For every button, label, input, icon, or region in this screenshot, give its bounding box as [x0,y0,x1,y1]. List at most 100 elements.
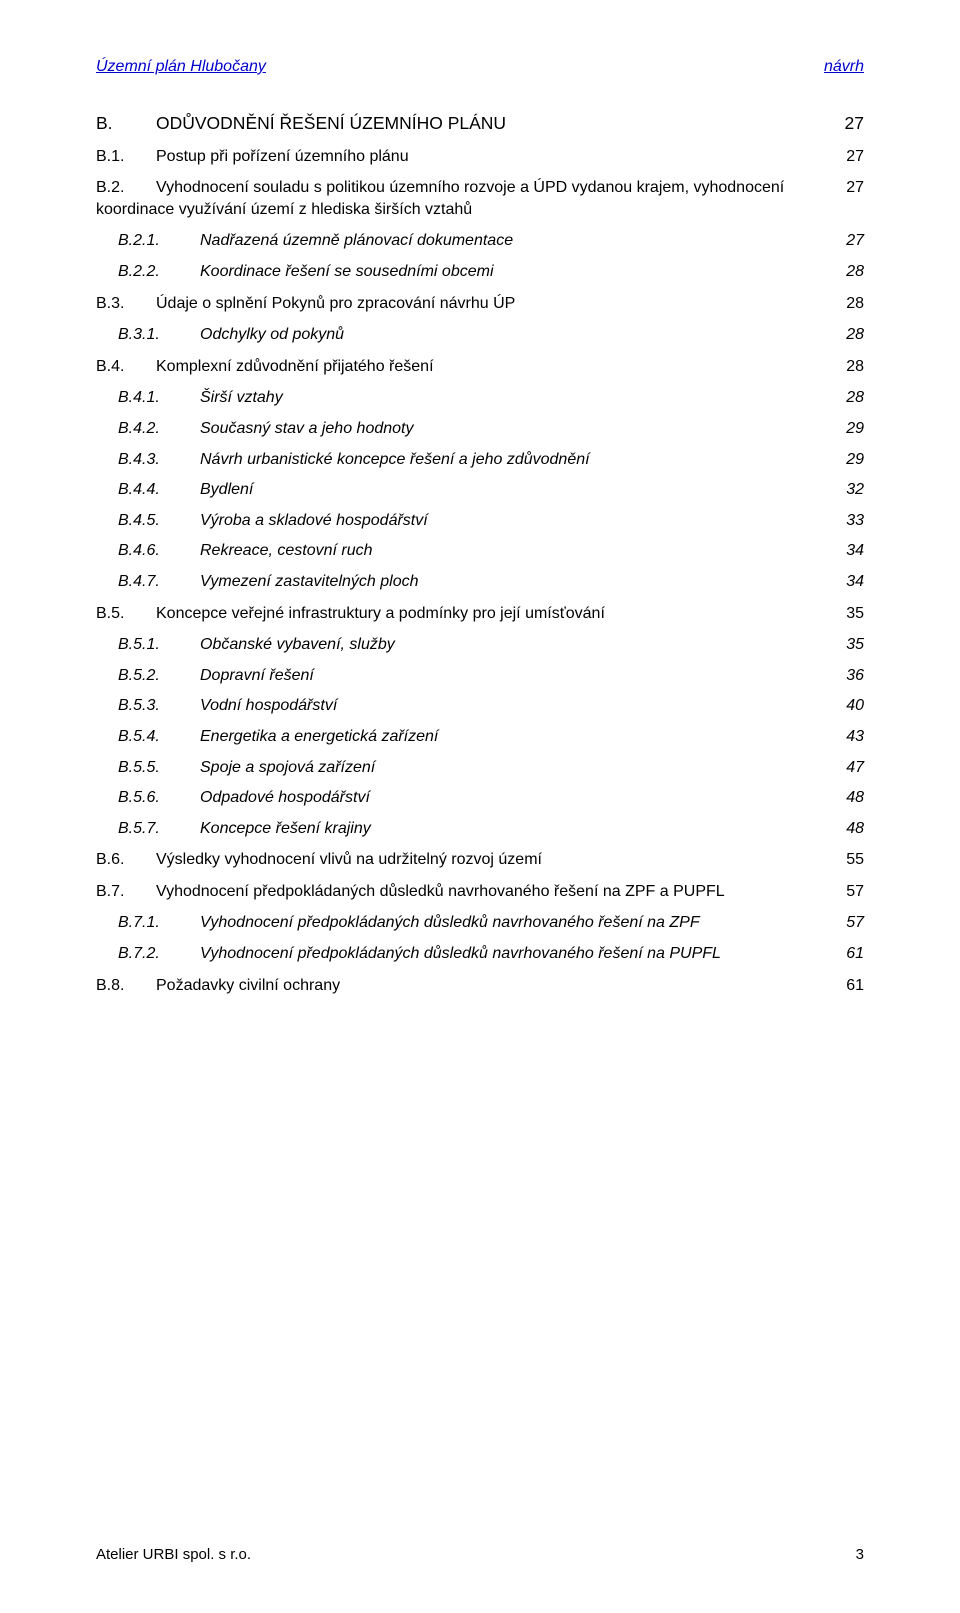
toc-title: Občanské vybavení, služby [200,634,828,656]
toc-title: Požadavky civilní ochrany [156,975,828,997]
toc-page: 61 [828,975,864,997]
toc-page: 32 [828,479,864,501]
toc-title: Koncepce veřejné infrastruktury a podmín… [156,603,828,625]
header-left-text: Územní plán Hlubočany [96,58,266,76]
toc-page: 47 [828,757,864,779]
toc-row: B.2.2.Koordinace řešení se sousedními ob… [96,261,864,283]
toc-num: B.7.2. [96,943,200,965]
page: Územní plán Hlubočany návrh B.ODŮVODNĚNÍ… [0,0,960,1613]
toc-title: Rekreace, cestovní ruch [200,540,828,562]
toc-row: B.4.Komplexní zdůvodnění přijatého řešen… [96,356,864,378]
toc-page: 36 [828,665,864,687]
toc-page: 55 [828,849,864,871]
toc-page: 35 [828,603,864,625]
toc-num: B.8. [96,975,156,997]
toc-num: B.2.2. [96,261,200,283]
toc-title: Koordinace řešení se sousedními obcemi [200,261,828,283]
toc-num: B.5.6. [96,787,200,809]
toc-num: B.4.4. [96,479,200,501]
toc-num: B.5. [96,603,156,625]
toc-page: 34 [828,571,864,593]
toc-num: B.5.3. [96,695,200,717]
toc-row: B.4.7.Vymezení zastavitelných ploch34 [96,571,864,593]
toc-row: B.2.1.Nadřazená územně plánovací dokumen… [96,230,864,252]
toc-title: Současný stav a jeho hodnoty [200,418,828,440]
toc-page: 33 [828,510,864,532]
toc-num: B.2.1. [96,230,200,252]
toc-num: B.7. [96,881,156,903]
toc-title: Návrh urbanistické koncepce řešení a jeh… [200,449,828,471]
toc-row: B.5.1.Občanské vybavení, služby35 [96,634,864,656]
toc-page: 27 [828,177,864,199]
footer-page-number: 3 [856,1546,864,1563]
toc-row: B.5.3.Vodní hospodářství40 [96,695,864,717]
toc-title: Vymezení zastavitelných ploch [200,571,828,593]
toc-num: B.5.4. [96,726,200,748]
toc-num: B.4. [96,356,156,378]
toc-row: B.ODŮVODNĚNÍ ŘEŠENÍ ÚZEMNÍHO PLÁNU27 [96,112,864,136]
toc-title: Komplexní zdůvodnění přijatého řešení [156,356,828,378]
toc-page: 28 [828,261,864,283]
toc-row: B.4.2.Současný stav a jeho hodnoty29 [96,418,864,440]
toc-page: 34 [828,540,864,562]
toc-row: B.5.2.Dopravní řešení36 [96,665,864,687]
table-of-contents: B.ODŮVODNĚNÍ ŘEŠENÍ ÚZEMNÍHO PLÁNU27 B.1.… [96,112,864,996]
toc-row: B.7.2.Vyhodnocení předpokládaných důsled… [96,943,864,965]
toc-page: 28 [828,356,864,378]
toc-title: ODŮVODNĚNÍ ŘEŠENÍ ÚZEMNÍHO PLÁNU [156,112,828,136]
toc-title: Výsledky vyhodnocení vlivů na udržitelný… [156,849,828,871]
toc-row: B.4.4.Bydlení32 [96,479,864,501]
toc-row: B.5.Koncepce veřejné infrastruktury a po… [96,603,864,625]
toc-page: 27 [828,112,864,136]
toc-page: 28 [828,387,864,409]
toc-page: 57 [828,912,864,934]
toc-page: 29 [828,449,864,471]
toc-page: 48 [828,818,864,840]
toc-num: B.5.5. [96,757,200,779]
toc-title: Výroba a skladové hospodářství [200,510,828,532]
toc-row: B.7.1.Vyhodnocení předpokládaných důsled… [96,912,864,934]
toc-num: B.5.7. [96,818,200,840]
header-right-text: návrh [824,58,864,76]
toc-title: Vyhodnocení souladu s politikou územního… [96,177,864,220]
toc-row: B.2. 27Vyhodnocení souladu s politikou úz… [96,177,864,220]
toc-row: B.4.3.Návrh urbanistické koncepce řešení… [96,449,864,471]
toc-title: Bydlení [200,479,828,501]
toc-num: B.1. [96,146,156,168]
toc-title: Postup při pořízení územního plánu [156,146,828,168]
toc-title: Dopravní řešení [200,665,828,687]
toc-row: B.4.1.Širší vztahy28 [96,387,864,409]
toc-num: B.7.1. [96,912,200,934]
toc-row: B.5.5.Spoje a spojová zařízení47 [96,757,864,779]
toc-row: B.4.6.Rekreace, cestovní ruch34 [96,540,864,562]
toc-title: Údaje o splnění Pokynů pro zpracování ná… [156,293,828,315]
toc-row: B.3.Údaje o splnění Pokynů pro zpracován… [96,293,864,315]
toc-num: B.2. [96,177,156,199]
toc-page: 61 [828,943,864,965]
toc-num: B.4.6. [96,540,200,562]
toc-page: 27 [828,146,864,168]
footer-left-text: Atelier URBI spol. s r.o. [96,1546,251,1563]
toc-row: B.8.Požadavky civilní ochrany61 [96,975,864,997]
page-header: Územní plán Hlubočany návrh [96,58,864,78]
toc-page: 27 [828,230,864,252]
toc-title: Vodní hospodářství [200,695,828,717]
toc-row: B.3.1.Odchylky od pokynů28 [96,324,864,346]
toc-row: B.4.5.Výroba a skladové hospodářství33 [96,510,864,532]
toc-num: B.6. [96,849,156,871]
toc-row: B.1.Postup při pořízení územního plánu27 [96,146,864,168]
toc-title: Nadřazená územně plánovací dokumentace [200,230,828,252]
toc-title: Spoje a spojová zařízení [200,757,828,779]
toc-num: B.4.2. [96,418,200,440]
toc-row: B.5.7.Koncepce řešení krajiny48 [96,818,864,840]
toc-row: B.7.Vyhodnocení předpokládaných důsledků… [96,881,864,903]
toc-page: 57 [828,881,864,903]
toc-num: B.3. [96,293,156,315]
toc-title: Koncepce řešení krajiny [200,818,828,840]
toc-row: B.6.Výsledky vyhodnocení vlivů na udržit… [96,849,864,871]
page-footer: Atelier URBI spol. s r.o. 3 [96,1546,864,1563]
toc-page: 28 [828,293,864,315]
toc-title: Vyhodnocení předpokládaných důsledků nav… [200,943,828,965]
toc-page: 28 [828,324,864,346]
toc-page: 35 [828,634,864,656]
